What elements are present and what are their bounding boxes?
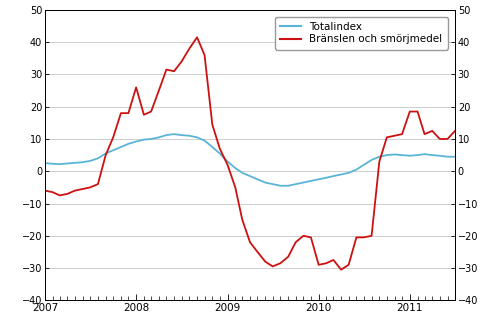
- Legend: Totalindex, Bränslen och smörjmedel: Totalindex, Bränslen och smörjmedel: [275, 16, 448, 50]
